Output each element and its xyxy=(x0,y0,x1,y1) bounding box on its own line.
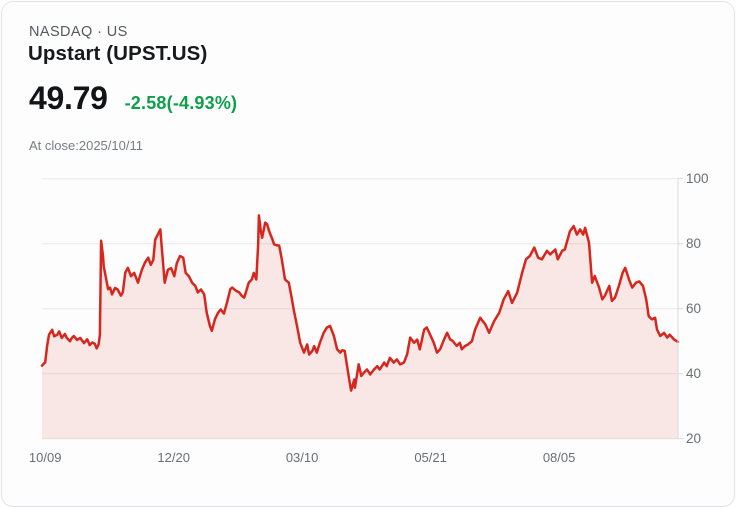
stock-title: Upstart (UPST.US) xyxy=(28,42,208,65)
x-tick-label: 12/20 xyxy=(157,450,190,465)
price-line-series xyxy=(40,214,680,392)
y-tick-label: 80 xyxy=(686,235,702,251)
y-tick-label: 60 xyxy=(686,300,702,316)
y-axis-ticks xyxy=(678,178,683,440)
last-price: 49.79 xyxy=(29,80,108,116)
x-tick-label: 05/21 xyxy=(414,450,447,465)
y-tick-label: 100 xyxy=(686,170,709,186)
price-change: -2.58(-4.93%) xyxy=(124,93,238,113)
x-tick-label: 10/09 xyxy=(28,450,62,465)
exchange-region-label: NASDAQ · US xyxy=(29,24,128,40)
x-tick-label: 03/10 xyxy=(285,450,319,465)
y-tick-label: 40 xyxy=(686,365,702,381)
as-of-close-label: At close:2025/10/11 xyxy=(29,138,143,153)
y-tick-label: 20 xyxy=(686,430,702,446)
x-tick-label: 08/05 xyxy=(542,450,576,465)
area-fill xyxy=(42,215,678,439)
price-row: 49.79 -2.58(-4.93%) xyxy=(29,80,237,117)
